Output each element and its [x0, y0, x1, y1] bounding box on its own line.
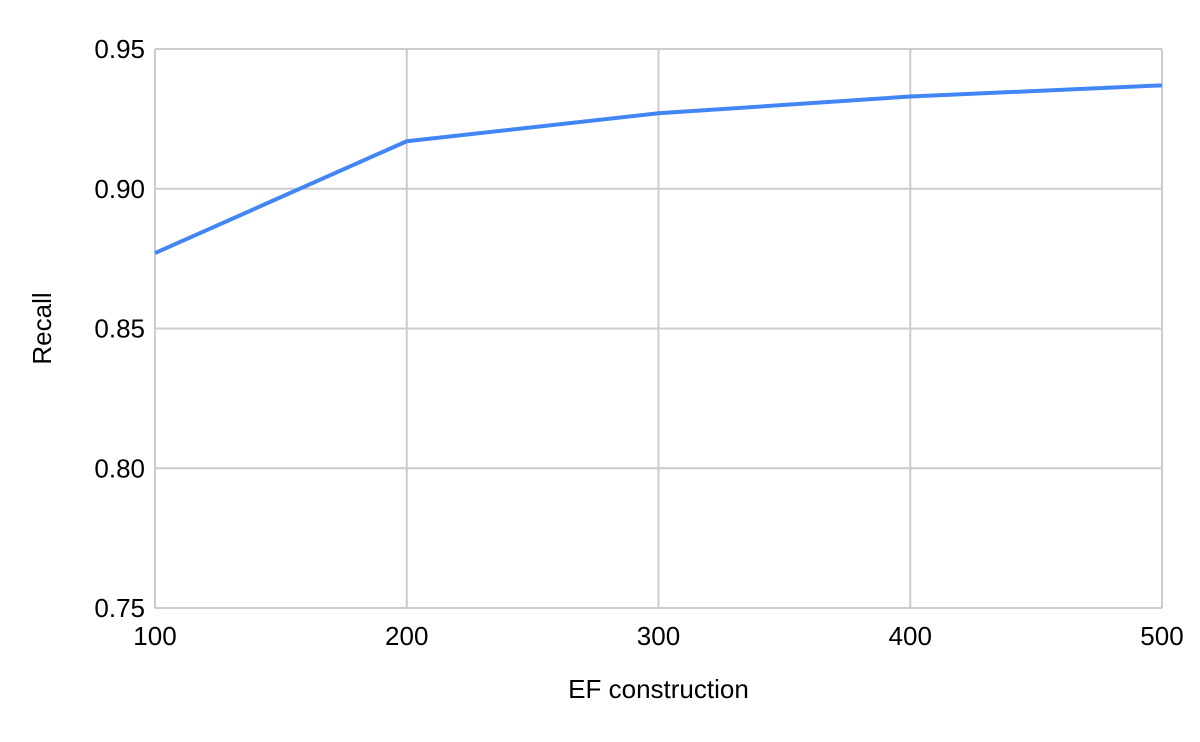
series-line-recall — [154, 83, 1163, 255]
x-tick-label: 500 — [1140, 621, 1183, 651]
y-tick-label: 0.95 — [94, 34, 145, 64]
x-tick-label: 400 — [889, 621, 932, 651]
y-tick-label: 0.80 — [94, 453, 145, 483]
x-axis-title: EF construction — [568, 674, 749, 704]
y-axis-title: Recall — [27, 292, 57, 364]
y-tick-label: 0.75 — [94, 593, 145, 623]
x-tick-label: 200 — [385, 621, 428, 651]
y-tick-label: 0.90 — [94, 174, 145, 204]
y-tick-label: 0.85 — [94, 314, 145, 344]
x-tick-label: 300 — [637, 621, 680, 651]
x-tick-label: 100 — [133, 621, 176, 651]
